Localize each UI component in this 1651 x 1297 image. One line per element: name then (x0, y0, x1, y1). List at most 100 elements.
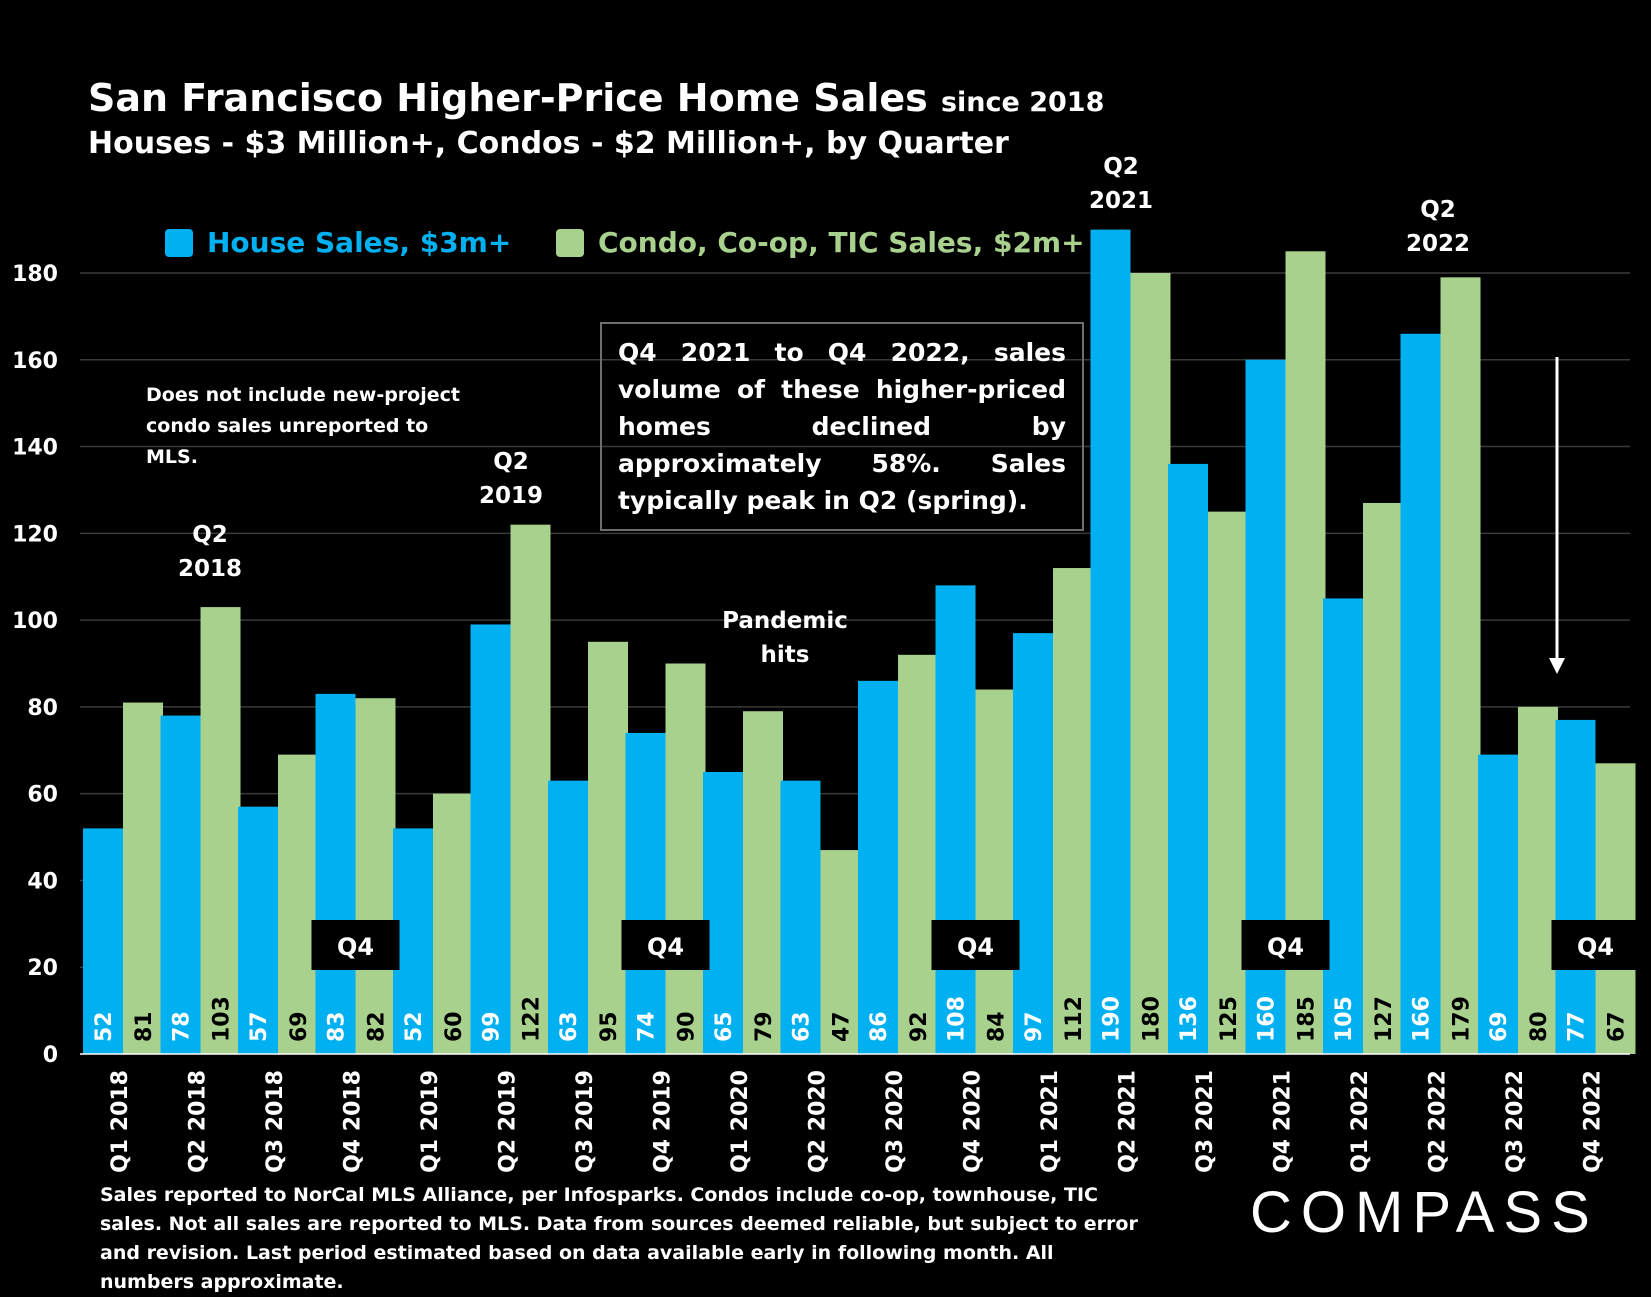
bar-condo-value: 122 (520, 996, 545, 1042)
bar-condo (898, 654, 938, 1054)
bar-condo-value: 95 (597, 1011, 622, 1042)
x-tick-label: Q4 2021 (1270, 1070, 1295, 1173)
x-tick-label: Q2 2020 (805, 1070, 830, 1173)
y-tick-label: 180 (12, 262, 58, 287)
x-tick-label: Q4 2022 (1580, 1070, 1605, 1173)
q4-marker-box (621, 920, 710, 970)
bar-condo-value: 67 (1605, 1011, 1630, 1042)
bar-house (470, 624, 511, 1054)
bar-house (858, 680, 898, 1054)
x-tick-label: Q1 2019 (418, 1070, 443, 1173)
bar-house-value: 69 (1487, 1011, 1512, 1042)
x-tick-label: Q2 2019 (495, 1070, 520, 1173)
bar-house-value: 77 (1565, 1011, 1590, 1042)
bar-house (1478, 754, 1518, 1054)
q4-marker-label: Q4 (647, 933, 684, 961)
footnote: Sales reported to NorCal MLS Alliance, p… (100, 1184, 1138, 1293)
bar-condo (1130, 273, 1171, 1054)
y-tick-label: 0 (43, 1043, 58, 1068)
bar-condo-value: 80 (1527, 1011, 1552, 1042)
peak-label-2019: Q2 2019 (456, 445, 566, 513)
bar-condo (1518, 706, 1558, 1054)
x-tick-label: Q3 2019 (573, 1070, 598, 1173)
bar-house-value: 52 (92, 1011, 117, 1042)
decline-arrow-head (1549, 658, 1565, 674)
q4-marker-box (1241, 920, 1330, 970)
bar-condo (1053, 568, 1093, 1054)
x-tick-label: Q1 2021 (1038, 1070, 1063, 1173)
x-tick-label: Q1 2018 (108, 1070, 133, 1173)
bar-condo (433, 793, 473, 1054)
bar-condo-value: 179 (1450, 996, 1475, 1042)
bar-house (238, 806, 278, 1054)
x-tick-label: Q2 2018 (185, 1070, 210, 1173)
x-tick-label: Q3 2020 (883, 1070, 908, 1173)
x-tick-label: Q3 2021 (1193, 1070, 1218, 1173)
bar-house-value: 63 (557, 1011, 582, 1042)
peak-2021-quarter: Q2 (1103, 154, 1139, 180)
q4-marker-label: Q4 (337, 933, 374, 961)
peak-2018-quarter: Q2 (192, 522, 228, 548)
bar-condo (510, 524, 551, 1054)
peak-2022-quarter: Q2 (1420, 197, 1456, 223)
bar-house (393, 828, 433, 1054)
bar-house-value: 57 (247, 1011, 272, 1042)
bar-condo (123, 702, 163, 1054)
bar-condo (975, 689, 1016, 1054)
y-tick-label: 120 (12, 522, 58, 547)
bar-house (703, 771, 743, 1054)
bar-condo-value: 112 (1062, 996, 1087, 1042)
peak-label-2022: Q2 2022 (1383, 193, 1493, 261)
bar-house (1090, 229, 1131, 1055)
bar-house-value: 83 (325, 1011, 350, 1042)
peak-2022-year: 2022 (1405, 231, 1470, 257)
bar-house (1400, 333, 1441, 1054)
title-suffix: since 2018 (940, 87, 1105, 118)
bar-house-value: 99 (480, 1011, 505, 1042)
bar-house (625, 732, 666, 1054)
compass-logo-text: COMPASS (1250, 1180, 1599, 1245)
pandemic-line1: Pandemic (722, 608, 848, 634)
bar-house-value: 108 (945, 996, 970, 1042)
mls-note: Does not include new-project condo sales… (146, 380, 476, 473)
y-tick-label: 60 (27, 783, 58, 808)
q4-marker-label: Q4 (1577, 933, 1614, 961)
bar-house (1013, 633, 1053, 1054)
bar-condo (278, 754, 318, 1054)
peak-2019-year: 2019 (478, 483, 543, 509)
q4-marker-label: Q4 (957, 933, 994, 961)
q4-marker-label: Q4 (1267, 933, 1304, 961)
bar-condo (820, 850, 861, 1054)
bar-condo-value: 90 (675, 1011, 700, 1042)
bar-condo (1595, 763, 1636, 1054)
peak-2018-year: 2018 (177, 556, 242, 582)
y-tick-label: 160 (12, 349, 58, 374)
bar-house (780, 780, 821, 1054)
bar-house (1168, 463, 1208, 1054)
bar-house (1323, 598, 1363, 1054)
bar-house (83, 828, 123, 1054)
bar-condo (743, 711, 783, 1054)
bar-condo-value: 103 (210, 996, 235, 1042)
bar-house-value: 52 (402, 1011, 427, 1042)
y-tick-label: 140 (12, 436, 58, 461)
y-tick-label: 40 (27, 869, 58, 894)
q4-marker-box (1551, 920, 1640, 970)
bar-condo-value: 82 (365, 1011, 390, 1042)
bar-house-value: 78 (170, 1011, 195, 1042)
title-main: San Francisco Higher-Price Home Sales (88, 76, 928, 120)
peak-2019-quarter: Q2 (493, 449, 529, 475)
bar-house-value: 86 (867, 1011, 892, 1042)
bar-house-value: 105 (1332, 996, 1357, 1042)
bar-house (1555, 719, 1596, 1054)
bar-condo (200, 607, 241, 1054)
mls-note-line1: Does not include new-project (146, 384, 460, 406)
legend-condo-label: Condo, Co-op, TIC Sales, $2m+ (598, 226, 1085, 259)
x-tick-label: Q3 2022 (1503, 1070, 1528, 1173)
bar-house-value: 160 (1255, 996, 1280, 1042)
bar-house-value: 97 (1022, 1011, 1047, 1042)
bar-condo-value: 79 (752, 1011, 777, 1042)
bar-condo (1440, 277, 1481, 1055)
peak-label-2021: Q2 2021 (1066, 150, 1176, 218)
pandemic-annotation: Pandemic hits (720, 604, 850, 672)
